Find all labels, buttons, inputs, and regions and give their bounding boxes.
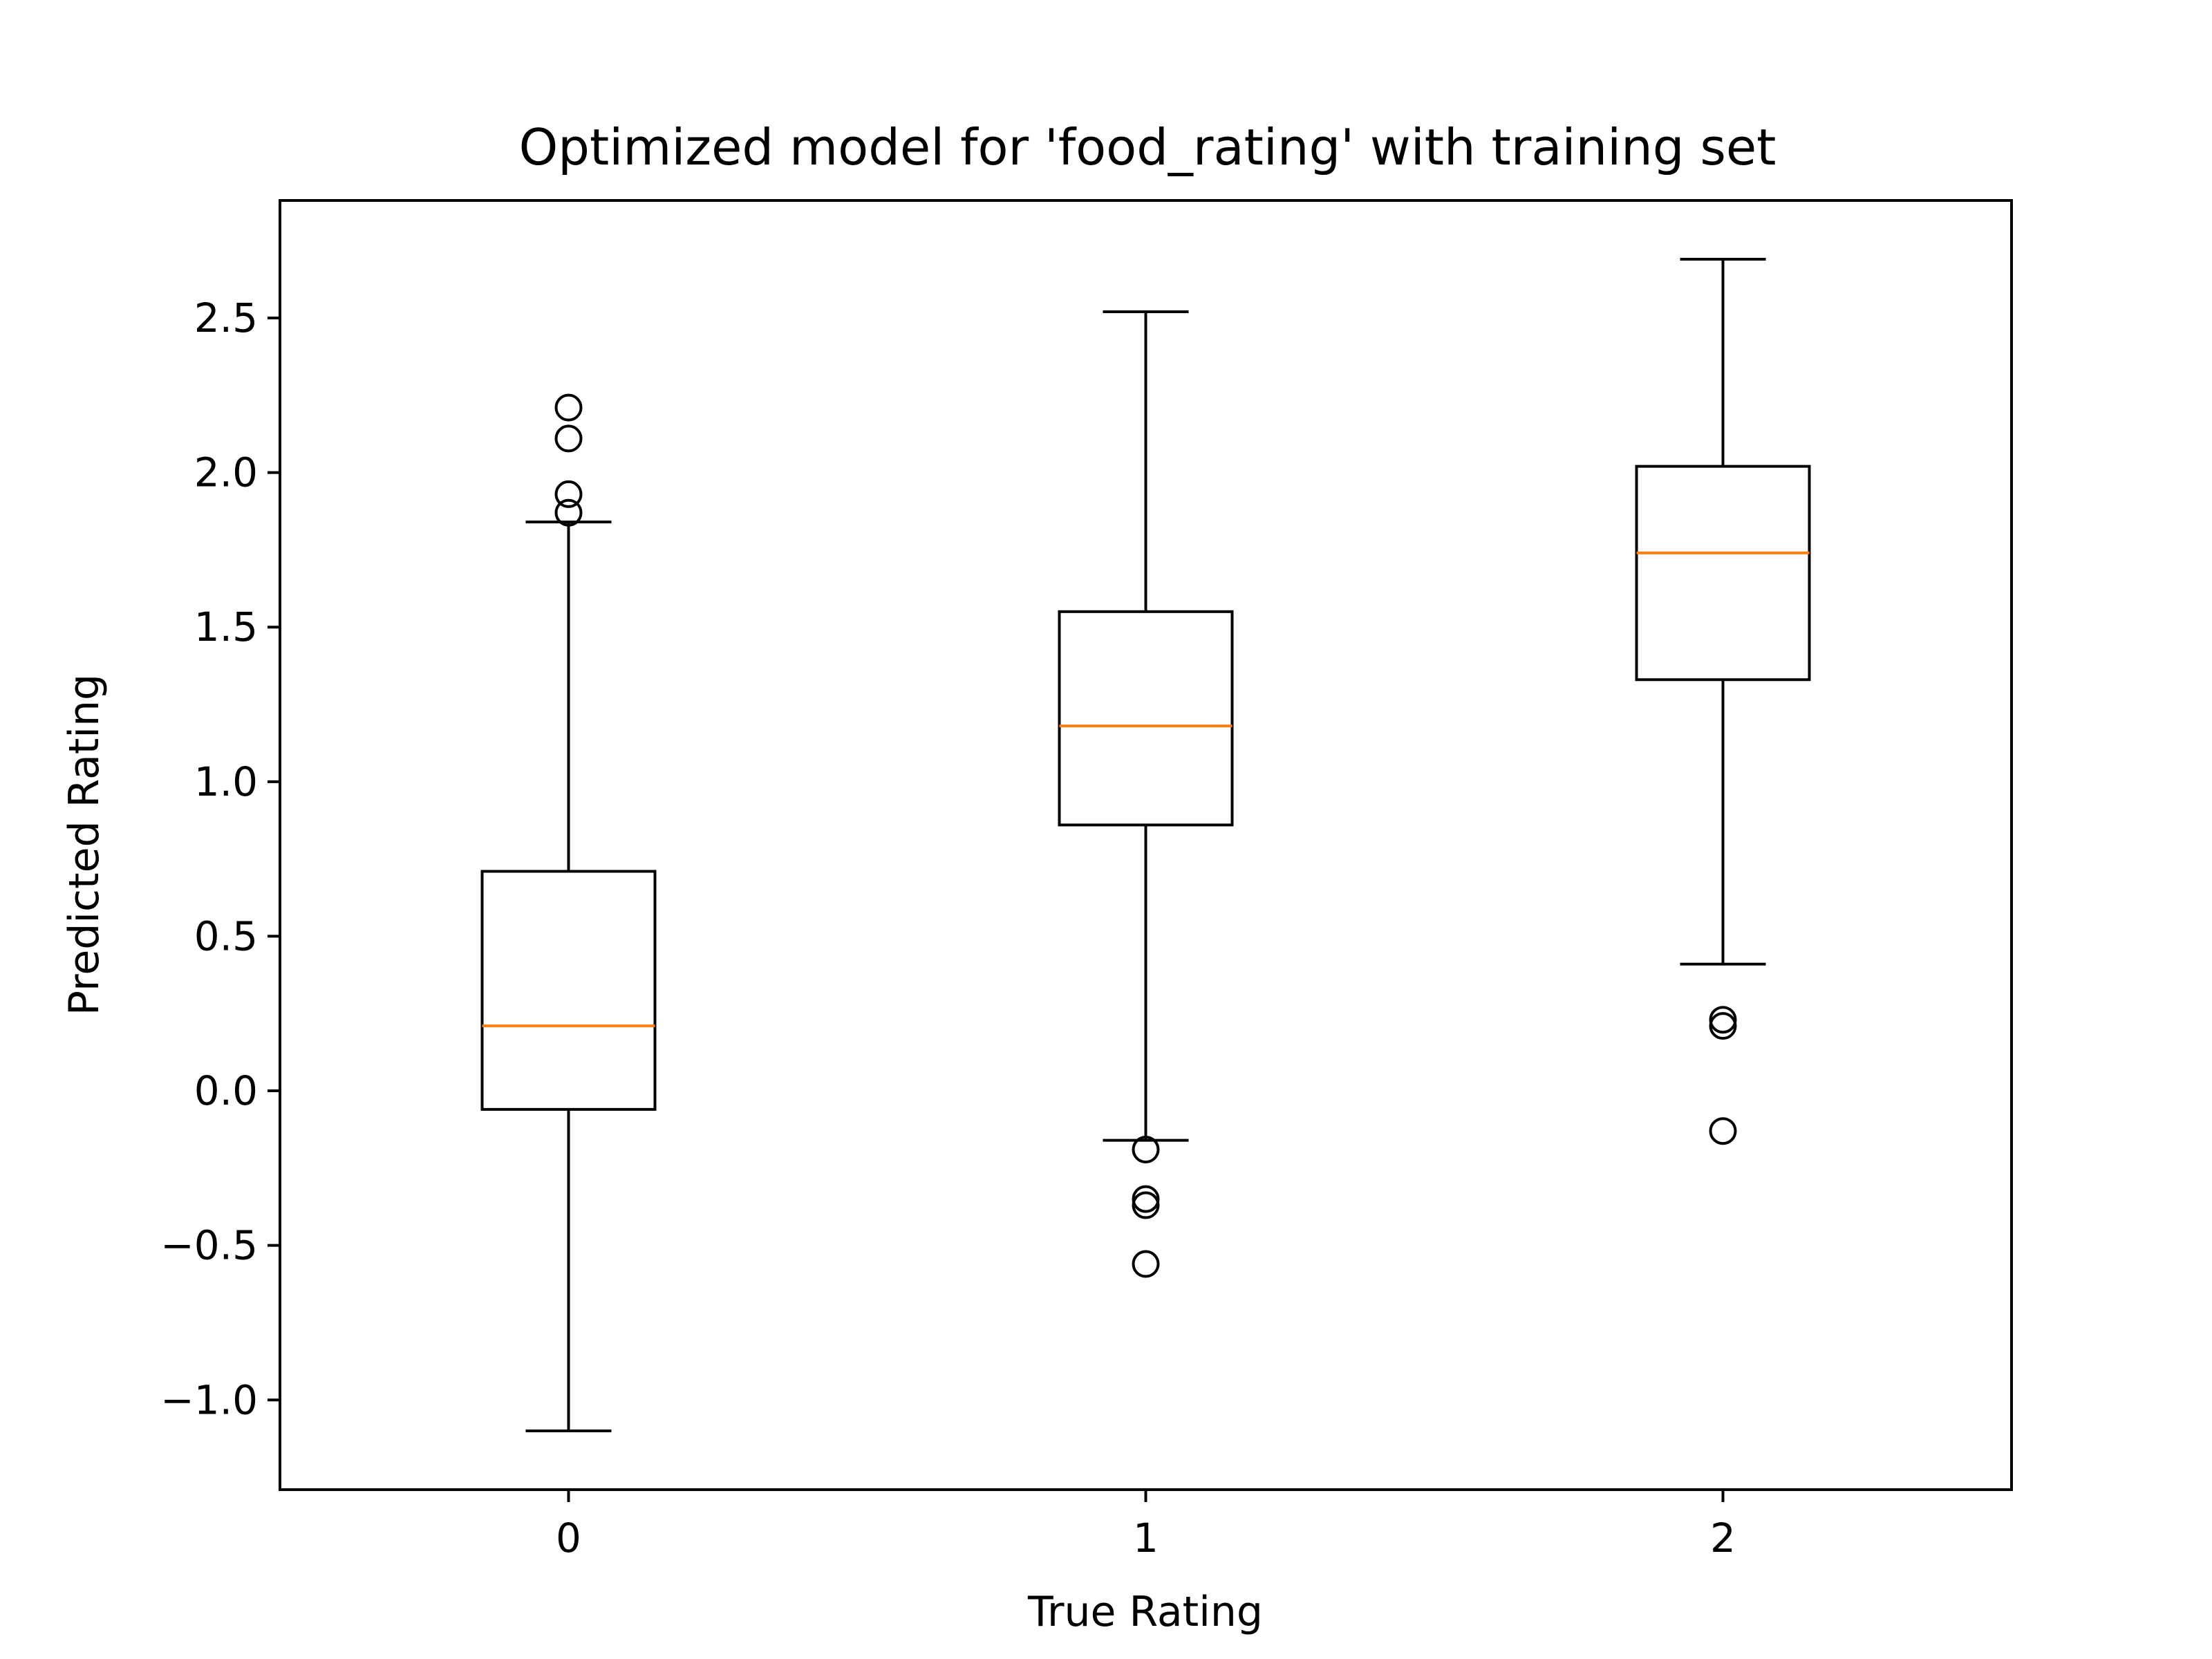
outlier-point: [554, 393, 583, 422]
iqr-box: [1635, 465, 1811, 682]
y-tick-label: 1.5: [194, 603, 258, 650]
axes: −1.0 −0.5 0.0 0.5 1.0 1.5 2.0 2.5 0 1 2: [160, 294, 1736, 1562]
x-tick-label: 1: [1133, 1515, 1159, 1562]
chart-title: Optimized model for 'food_rating' with t…: [519, 118, 1777, 176]
outlier-point: [1132, 1185, 1160, 1213]
outlier-point: [1709, 1012, 1737, 1040]
y-tick-label: −1.0: [160, 1376, 258, 1423]
outlier-point: [1709, 1117, 1737, 1145]
y-tick-label: 2.5: [194, 294, 258, 341]
box-group-1: [1058, 310, 1234, 1278]
y-tick-label: −0.5: [160, 1222, 258, 1269]
x-axis-label: True Rating: [1027, 1588, 1263, 1636]
x-tick-label: 0: [556, 1515, 581, 1562]
x-tick-label: 2: [1710, 1515, 1736, 1562]
outlier-point: [554, 498, 583, 527]
outlier-point: [554, 480, 583, 508]
y-axis-label: Predicted Rating: [60, 674, 109, 1015]
outlier-point: [554, 424, 583, 453]
y-tick-label: 2.0: [194, 449, 258, 496]
iqr-box: [480, 870, 657, 1111]
y-tick-label: 1.0: [194, 758, 258, 805]
y-tick-label: 0.5: [194, 912, 258, 959]
outlier-point: [1132, 1250, 1160, 1278]
box-group-2: [1635, 257, 1811, 1145]
outlier-point: [1132, 1136, 1160, 1164]
outlier-point: [1709, 1006, 1737, 1034]
iqr-box: [1058, 610, 1234, 827]
y-tick-label: 0.0: [194, 1067, 258, 1114]
box-group-0: [480, 393, 657, 1433]
outlier-point: [1132, 1191, 1160, 1219]
plot-area: [480, 257, 1811, 1433]
